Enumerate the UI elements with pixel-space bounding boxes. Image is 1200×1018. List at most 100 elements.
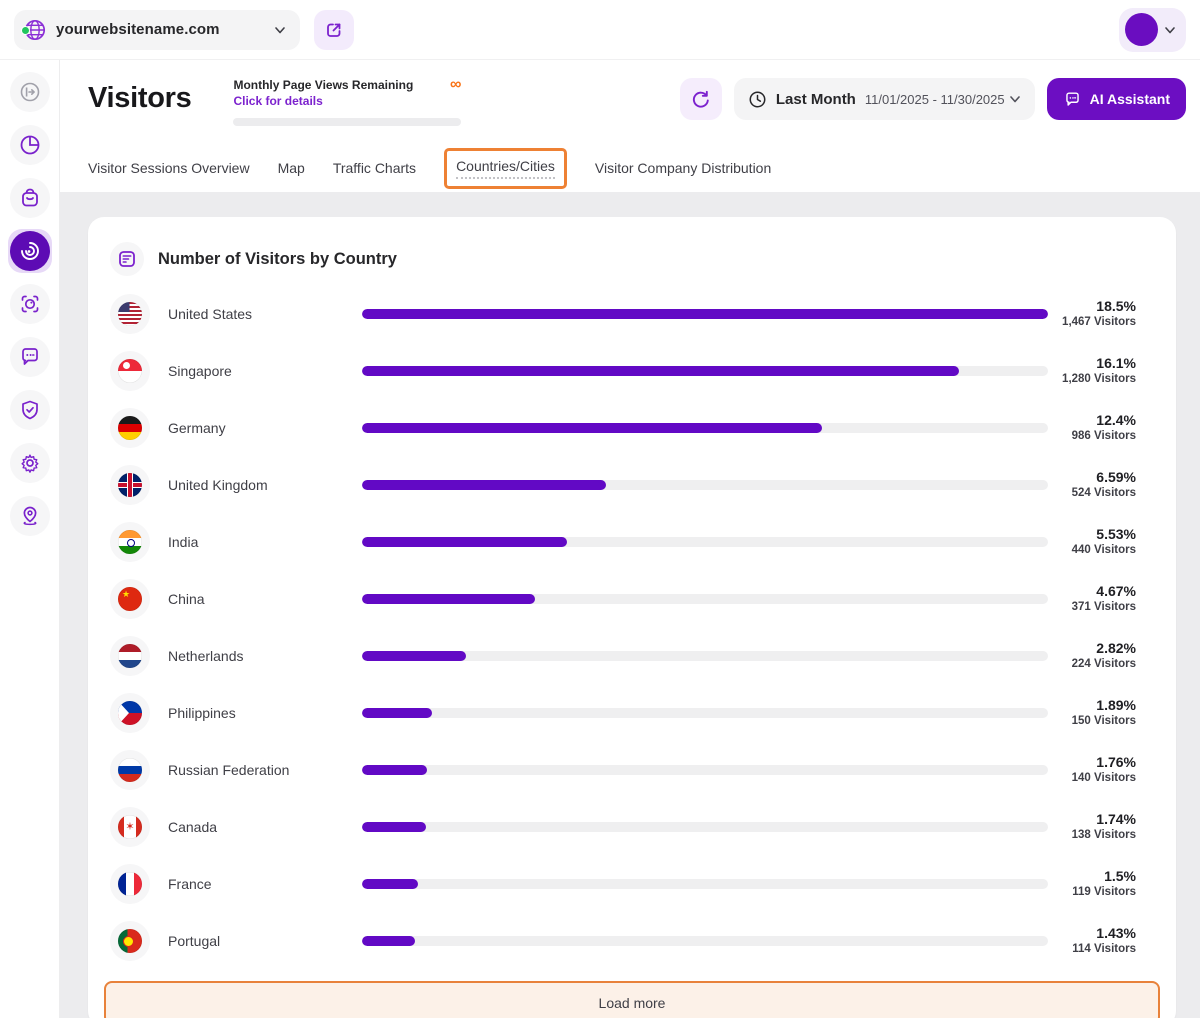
date-range-picker[interactable]: Last Month 11/01/2025 - 11/30/2025 (733, 78, 1035, 120)
open-site-button[interactable] (313, 9, 354, 50)
gear-icon (20, 454, 38, 473)
visitor-count: 1,280 Visitors (1062, 373, 1136, 386)
location-pin-icon (23, 506, 36, 526)
visitors-bar-track (362, 878, 1048, 889)
sidebar-item-settings[interactable] (8, 441, 52, 485)
tab-visitor-company-distribution[interactable]: Visitor Company Distribution (595, 160, 771, 176)
refresh-button[interactable] (679, 78, 722, 120)
country-name: Germany (168, 419, 226, 436)
sidebar-collapse-icon (20, 82, 39, 102)
tab-traffic-charts[interactable]: Traffic Charts (333, 160, 416, 176)
visitor-percent: 1.43% (1096, 924, 1136, 941)
country-stats: 4.67% 371 Visitors (1048, 583, 1136, 615)
country-name: Portugal (168, 932, 221, 949)
visitors-bar-track (362, 308, 1048, 319)
visitor-percent: 1.89% (1096, 696, 1136, 713)
country-stats: 1.76% 140 Visitors (1048, 754, 1136, 786)
visitor-count: 524 Visitors (1071, 487, 1136, 500)
country-name: United States (168, 305, 253, 322)
country-stats: 6.59% 524 Visitors (1048, 469, 1136, 501)
sidebar-item-dashboard[interactable] (8, 123, 52, 167)
sidebar-item-chat[interactable] (8, 335, 52, 379)
account-menu[interactable] (1119, 7, 1186, 52)
shield-check-icon (21, 400, 38, 420)
sidebar-item-store[interactable] (8, 176, 52, 220)
tab-visitor-sessions-overview[interactable]: Visitor Sessions Overview (88, 160, 250, 176)
visitor-percent: 1.76% (1096, 753, 1136, 770)
visitors-bar (362, 422, 822, 433)
ai-assistant-button[interactable]: AI Assistant (1046, 78, 1186, 120)
country-stats: 12.4% 986 Visitors (1048, 412, 1136, 444)
visitors-bar (362, 821, 427, 832)
date-range-preset: Last Month (775, 90, 856, 108)
visitor-count: 224 Visitors (1071, 658, 1136, 671)
country-flag-icon (110, 578, 150, 619)
visitor-percent: 18.5% (1096, 297, 1136, 314)
sidebar-item-visitors[interactable] (7, 229, 52, 273)
country-flag-icon (110, 464, 150, 505)
load-more-button[interactable]: Load more (104, 981, 1160, 1018)
chevron-down-icon (1165, 26, 1175, 33)
visitors-by-country-card: Number of Visitors by Country United Sta… (88, 217, 1176, 1018)
visitor-count: 371 Visitors (1071, 601, 1136, 614)
report-icon (110, 242, 144, 276)
visitors-bar (362, 479, 607, 490)
visitors-bar (362, 593, 535, 604)
ai-assistant-label: AI Assistant (1089, 91, 1170, 107)
visitors-bar-track (362, 764, 1048, 775)
tab-label: Visitor Company Distribution (594, 160, 772, 176)
avatar (1125, 13, 1158, 46)
page-header: Visitors Monthly Page Views Remaining Cl… (60, 60, 1200, 193)
visitors-bar-track (362, 422, 1048, 433)
globe-icon (21, 19, 46, 41)
annotation-highlight-box: Countries/Cities (444, 147, 567, 189)
visitors-bar-track (362, 479, 1048, 490)
visitor-percent: 4.67% (1096, 582, 1136, 599)
tab-map[interactable]: Map (278, 160, 305, 176)
country-name: France (168, 875, 212, 892)
visitors-bar-track (362, 593, 1048, 604)
country-row: Philippines 1.89% 150 Visitors (88, 684, 1176, 741)
visitors-bar (362, 308, 1048, 319)
visitor-count: 150 Visitors (1071, 715, 1136, 728)
visitor-count: 119 Visitors (1072, 886, 1136, 899)
shopping-bag-icon (21, 188, 38, 207)
visitors-bar (362, 707, 432, 718)
country-stats: 5.53% 440 Visitors (1048, 526, 1136, 558)
chat-bubble-icon (1065, 91, 1079, 106)
page-views-details-link[interactable]: Click for details (233, 94, 323, 108)
chevron-down-icon (274, 26, 285, 33)
country-stats: 2.82% 224 Visitors (1048, 640, 1136, 672)
tab-label: Countries/Cities (456, 158, 555, 179)
pie-chart-icon (20, 135, 39, 155)
sidebar-item-recordings[interactable] (8, 282, 52, 326)
visitor-percent: 12.4% (1096, 411, 1136, 428)
tab-label: Map (277, 160, 305, 176)
visitors-bar-track (362, 536, 1048, 547)
country-row: Canada 1.74% 138 Visitors (88, 798, 1176, 855)
country-row: India 5.53% 440 Visitors (88, 513, 1176, 570)
sidebar-collapse-button[interactable] (8, 70, 52, 114)
visitor-count: 138 Visitors (1071, 829, 1136, 842)
session-recording-icon (21, 295, 38, 313)
country-row: United States 18.5% 1,467 Visitors (88, 285, 1176, 342)
country-flag-icon (110, 293, 150, 334)
site-selector[interactable]: yourwebsitename.com (14, 9, 300, 50)
tab-countries-cities[interactable]: Countries/Cities (456, 158, 555, 179)
country-name: Canada (168, 818, 218, 835)
visitors-bar-track (362, 821, 1048, 832)
site-name: yourwebsitename.com (56, 21, 220, 38)
country-stats: 1.5% 119 Visitors (1048, 868, 1136, 900)
country-row: China 4.67% 371 Visitors (88, 570, 1176, 627)
tab-label: Traffic Charts (332, 160, 417, 176)
country-stats: 16.1% 1,280 Visitors (1048, 355, 1136, 387)
sidebar-item-security[interactable] (8, 388, 52, 432)
visitors-bar-track (362, 935, 1048, 946)
visitor-count: 114 Visitors (1072, 943, 1136, 956)
country-row: France 1.5% 119 Visitors (88, 855, 1176, 912)
country-flag-icon (110, 407, 150, 448)
sidebar-item-location[interactable] (8, 494, 52, 538)
date-range-value: 11/01/2025 - 11/30/2025 (865, 92, 1021, 107)
visitor-percent: 5.53% (1096, 525, 1136, 542)
country-flag-icon (110, 521, 150, 562)
